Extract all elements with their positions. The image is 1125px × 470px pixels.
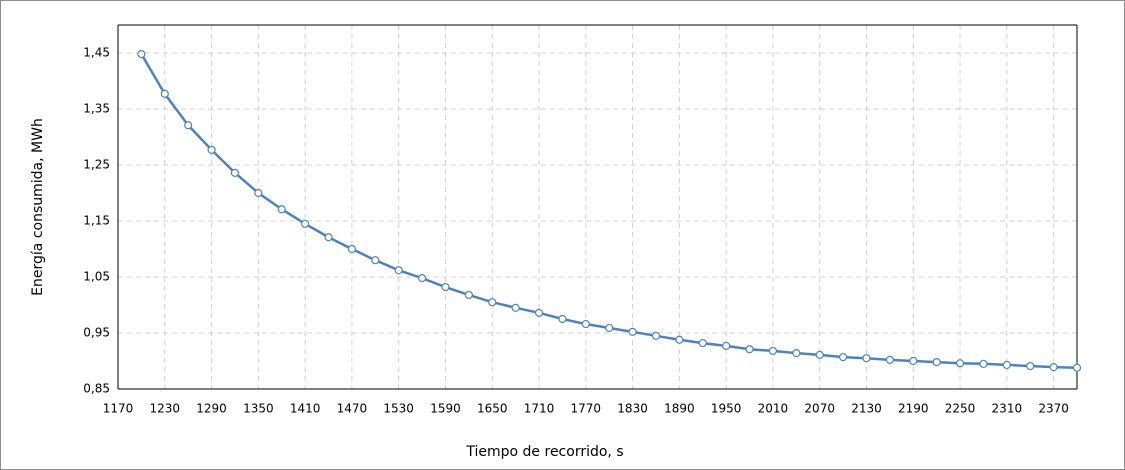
y-tick-label: 1,25 <box>83 158 110 172</box>
y-tick-label: 1,05 <box>83 270 110 284</box>
x-tick-label: 1470 <box>337 402 368 416</box>
data-point <box>324 233 333 242</box>
x-tick-label: 2310 <box>992 402 1023 416</box>
y-tick-label: 1,35 <box>83 102 110 116</box>
data-point <box>675 335 684 344</box>
data-point <box>511 303 520 312</box>
data-point <box>347 244 357 254</box>
y-tick-label: 0,95 <box>83 326 110 340</box>
data-point <box>371 256 380 265</box>
data-point <box>909 356 918 366</box>
data-point <box>558 314 567 324</box>
data-point <box>651 331 661 340</box>
data-point <box>394 266 403 275</box>
x-tick-label: 2370 <box>1038 402 1069 416</box>
data-point <box>885 355 894 364</box>
data-point <box>815 350 824 359</box>
x-tick-label: 2250 <box>945 402 976 416</box>
data-point <box>955 359 965 368</box>
x-tick-label: 1170 <box>103 402 134 416</box>
data-point <box>254 188 263 198</box>
data-point <box>838 352 848 362</box>
x-tick-label: 1350 <box>243 402 274 416</box>
data-point <box>137 50 146 59</box>
data-point <box>1072 363 1082 372</box>
data-point <box>277 205 286 214</box>
data-point <box>698 338 707 348</box>
data-point <box>862 354 871 363</box>
x-tick-label: 1290 <box>196 402 227 416</box>
y-axis-label: Energía consumida, MWh <box>30 118 46 296</box>
y-tick-label: 1,45 <box>83 46 110 60</box>
x-tick-label: 1890 <box>664 402 695 416</box>
x-tick-label: 1650 <box>477 402 508 416</box>
x-tick-label: 2010 <box>758 402 789 416</box>
x-tick-label: 1590 <box>430 402 461 416</box>
x-tick-label: 1950 <box>711 402 742 416</box>
x-tick-label: 1830 <box>617 402 648 416</box>
x-tick-label: 1230 <box>150 402 181 416</box>
data-point <box>722 341 731 350</box>
data-point <box>301 219 310 228</box>
x-tick-label: 1710 <box>524 402 555 416</box>
y-tick-label: 1,15 <box>83 214 110 228</box>
data-point <box>581 319 590 329</box>
x-tick-label: 1530 <box>383 402 414 416</box>
x-tick-label: 2070 <box>804 402 835 416</box>
data-point <box>1002 360 1011 370</box>
data-point <box>605 323 614 333</box>
data-point <box>207 145 216 154</box>
x-tick-label: 2190 <box>898 402 929 416</box>
data-point <box>1026 361 1035 371</box>
x-axis-label: Tiempo de recorrido, s <box>465 444 623 460</box>
data-point <box>792 349 801 358</box>
data-point <box>441 282 450 292</box>
data-point <box>768 346 778 356</box>
data-point <box>184 121 193 130</box>
data-point <box>464 290 473 300</box>
x-tick-label: 1410 <box>290 402 321 416</box>
data-point <box>230 168 240 177</box>
data-point <box>979 359 988 368</box>
data-point <box>160 89 169 98</box>
y-tick-label: 0,85 <box>83 382 110 396</box>
data-point <box>417 274 427 283</box>
x-tick-label: 1770 <box>571 402 602 416</box>
data-point <box>534 308 544 317</box>
x-tick-label: 2130 <box>851 402 882 416</box>
data-point <box>745 345 754 354</box>
data-point <box>488 298 497 307</box>
data-point <box>1049 363 1058 372</box>
data-point <box>932 358 941 367</box>
data-point <box>628 327 637 336</box>
